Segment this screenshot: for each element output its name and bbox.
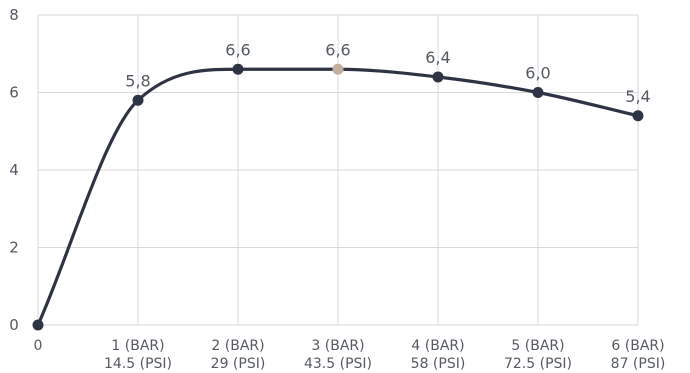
data-point xyxy=(233,64,244,75)
data-label: 6,4 xyxy=(425,48,450,67)
x-tick-sublabel: 29 (PSI) xyxy=(211,356,266,372)
x-tick-label: 5 (BAR) xyxy=(511,338,564,354)
x-tick-label: 0 xyxy=(34,338,43,354)
data-point xyxy=(333,64,344,75)
x-tick-sublabel: 58 (PSI) xyxy=(411,356,466,372)
y-tick-label: 2 xyxy=(9,239,19,257)
x-tick-label: 2 (BAR) xyxy=(211,338,264,354)
x-tick-label: 4 (BAR) xyxy=(411,338,464,354)
x-tick-sublabel: 43.5 (PSI) xyxy=(304,356,372,372)
x-tick-label: 1 (BAR) xyxy=(111,338,164,354)
data-label: 5,8 xyxy=(125,71,150,90)
data-point xyxy=(133,95,144,106)
data-label: 6,6 xyxy=(325,40,350,59)
y-axis-tick-labels: 0 2 4 6 8 xyxy=(9,6,19,334)
y-tick-label: 8 xyxy=(9,6,19,24)
x-tick-label: 3 (BAR) xyxy=(311,338,364,354)
data-point xyxy=(433,72,444,83)
data-point xyxy=(633,110,644,121)
x-tick-sublabel: 72.5 (PSI) xyxy=(504,356,572,372)
data-point xyxy=(533,87,544,98)
x-tick-sublabel: 87 (PSI) xyxy=(611,356,666,372)
y-tick-label: 0 xyxy=(9,316,19,334)
y-tick-label: 4 xyxy=(9,161,19,179)
data-label: 6,0 xyxy=(525,64,550,83)
data-label: 6,6 xyxy=(225,40,250,59)
y-tick-label: 6 xyxy=(9,84,19,102)
x-tick-sublabel: 14.5 (PSI) xyxy=(104,356,172,372)
data-label: 5,4 xyxy=(625,87,650,106)
grid xyxy=(38,15,638,325)
x-tick-label: 6 (BAR) xyxy=(611,338,664,354)
data-point xyxy=(33,320,44,331)
x-axis-tick-labels: 0 1 (BAR) 14.5 (PSI) 2 (BAR) 29 (PSI) 3 (BAR)… xyxy=(34,338,666,372)
